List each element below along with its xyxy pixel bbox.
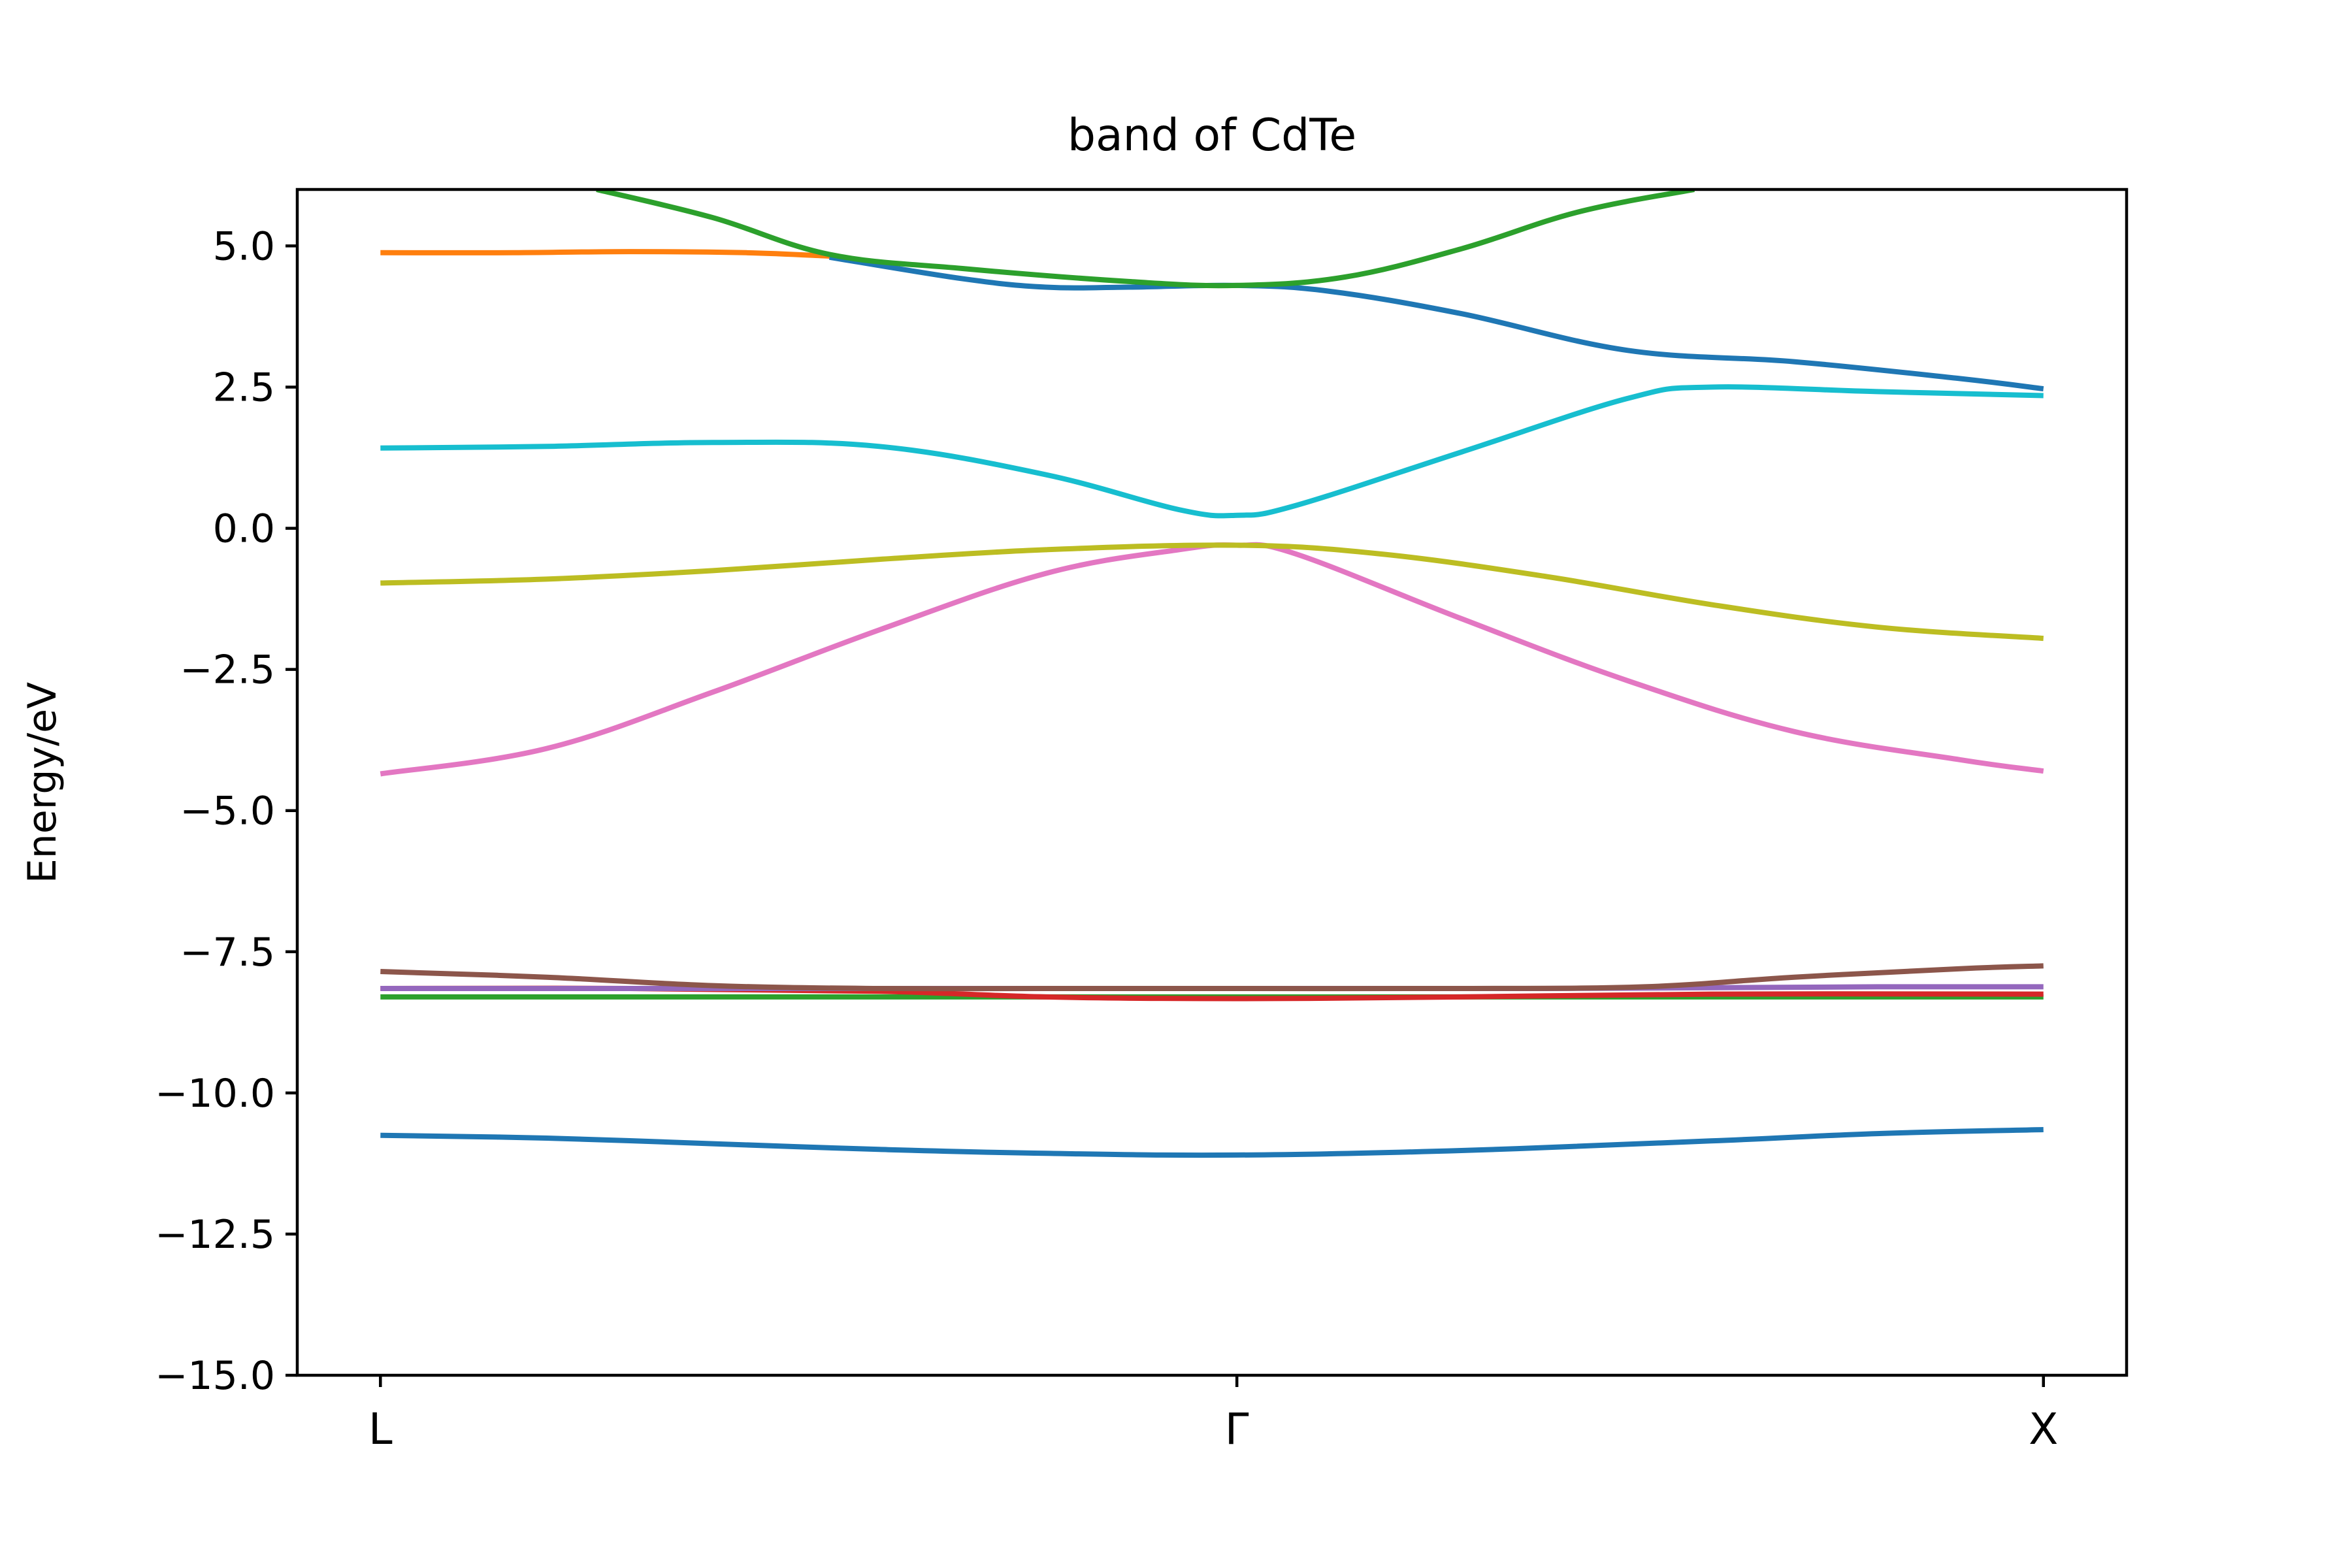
chart-title: band of CdTe: [1068, 110, 1356, 161]
band-line-8: [380, 384, 2044, 519]
y-tick-label: 5.0: [213, 223, 275, 269]
x-tick-label: X: [2029, 1404, 2058, 1454]
band-line-9: [828, 254, 2044, 392]
y-tick-label: 2.5: [213, 365, 275, 411]
y-axis: 5.0 2.5 0.0 −2.5 −5.0 −7.5 −10.0 −12.5 −15.0: [155, 223, 297, 1399]
y-tick-label: −2.5: [180, 647, 275, 693]
band-line-10: [380, 249, 830, 259]
y-tick-label: 0.0: [213, 506, 275, 552]
y-tick-label: −12.5: [155, 1212, 275, 1258]
band-line-11: [596, 189, 1695, 289]
band-line-7: [380, 542, 2044, 642]
y-tick-label: −15.0: [155, 1353, 275, 1399]
y-tick-label: −10.0: [155, 1071, 275, 1117]
band-line-1: [380, 1127, 2044, 1158]
y-axis-label: Energy/eV: [20, 682, 65, 883]
plot-area-frame: [295, 188, 2129, 1377]
series-lines: [380, 189, 2044, 1158]
x-tick-label: L: [368, 1404, 393, 1454]
band-line-5: [380, 963, 2044, 992]
x-tick-label: Γ: [1225, 1404, 1249, 1454]
y-tick-label: −7.5: [180, 930, 275, 975]
y-tick-label: −5.0: [180, 789, 275, 834]
